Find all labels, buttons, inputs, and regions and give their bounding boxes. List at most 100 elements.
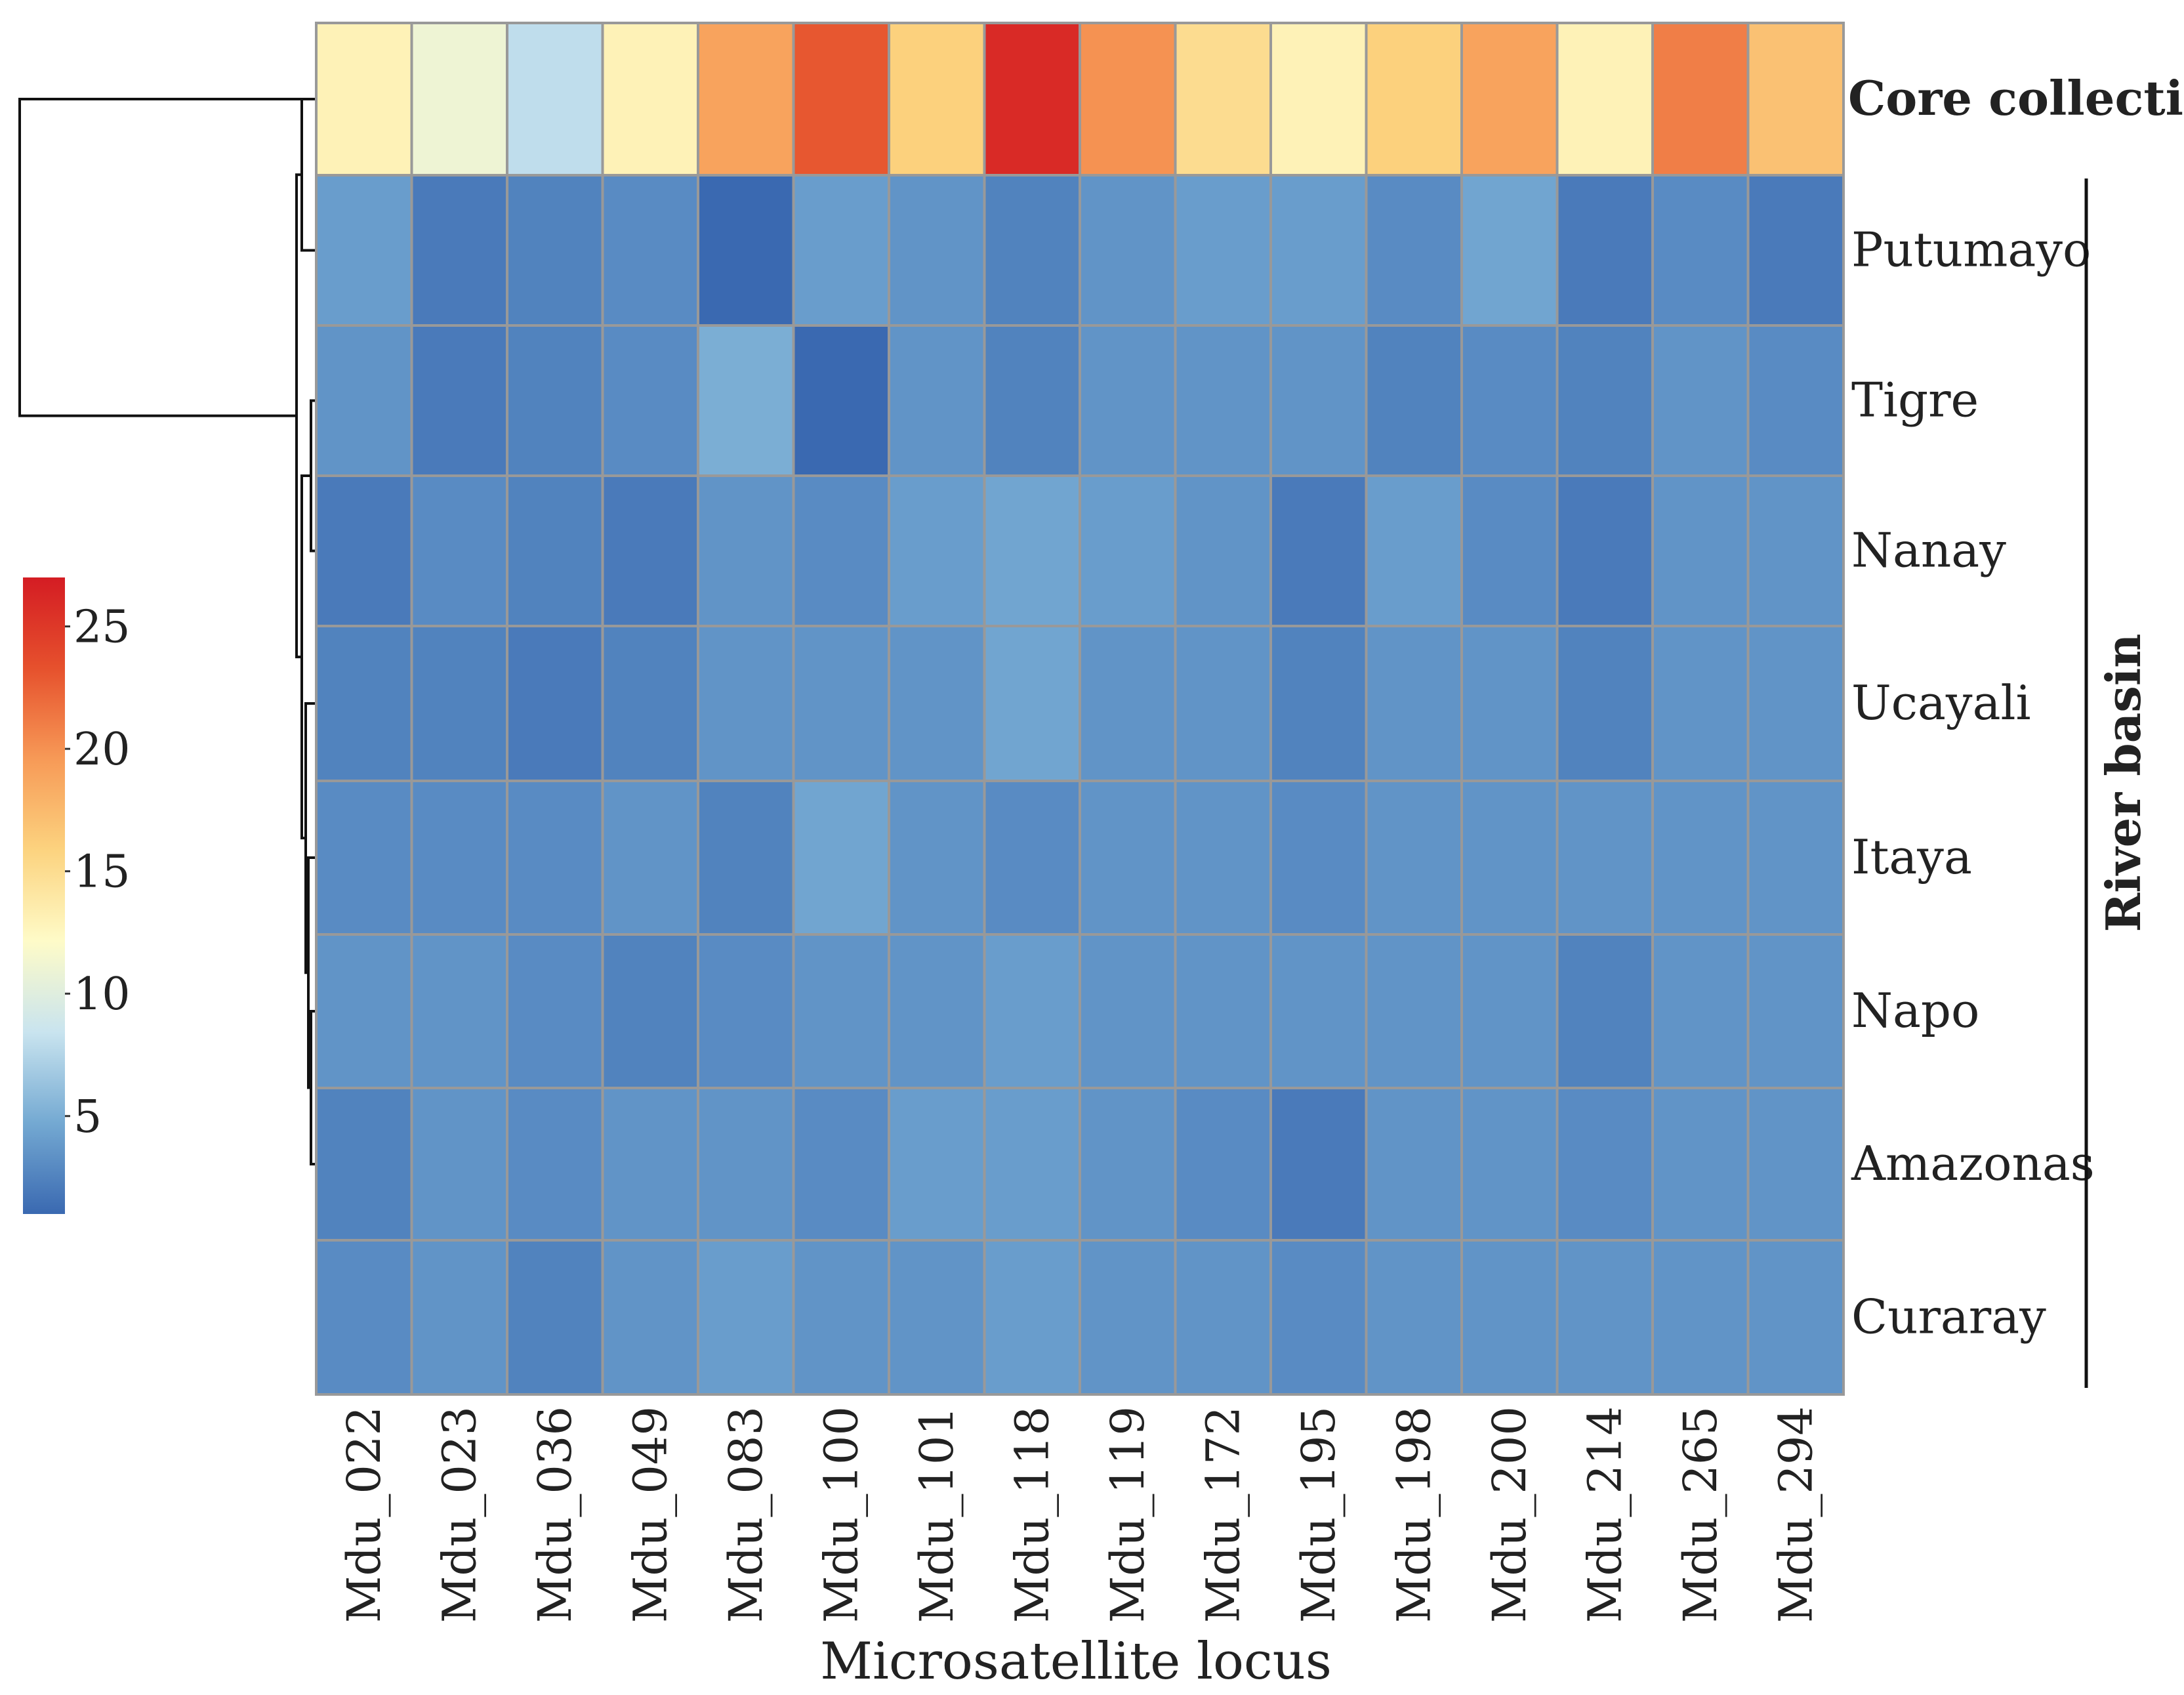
heatmap-cell (315, 1239, 413, 1396)
heatmap-cell (1079, 324, 1177, 477)
heatmap-cells (315, 22, 1845, 1396)
colorbar-tick-label: 15 (73, 847, 131, 898)
heatmap-cell (506, 22, 604, 177)
heatmap-cell (697, 324, 795, 477)
heatmap-cell (697, 933, 795, 1089)
heatmap-cell (1174, 474, 1272, 627)
heatmap-cell (1079, 1239, 1177, 1396)
heatmap-cell (697, 780, 795, 936)
heatmap-cell (410, 1087, 508, 1242)
row-label: Core collection (1848, 70, 2184, 126)
heatmap-cell (697, 174, 795, 327)
heatmap-cell (601, 324, 699, 477)
heatmap-cell (792, 324, 890, 477)
heatmap-cell (1556, 625, 1654, 782)
heatmap-cell (410, 324, 508, 477)
heatmap-cell (1746, 1087, 1845, 1242)
heatmap-cell (506, 324, 604, 477)
colorbar-tick-label: 25 (73, 602, 131, 654)
heatmap-cell (1174, 22, 1272, 177)
heatmap-cell (1269, 174, 1368, 327)
heatmap-cell (697, 625, 795, 782)
heatmap-cell (792, 1087, 890, 1242)
heatmap-cell (410, 174, 508, 327)
heatmap-cell (506, 1239, 604, 1396)
heatmap-cell (1556, 780, 1654, 936)
heatmap-cell (1746, 625, 1845, 782)
heatmap-cell (1556, 22, 1654, 177)
heatmap-cell (1269, 324, 1368, 477)
heatmap-cell (1556, 933, 1654, 1089)
row-label: Amazonas (1851, 1136, 2095, 1191)
heatmap-cell (1651, 324, 1750, 477)
heatmap-cell (1651, 933, 1750, 1089)
heatmap-cell (1746, 474, 1845, 627)
column-label: Mdu_200 (1483, 1406, 1536, 1623)
heatmap-cell (888, 22, 986, 177)
heatmap-cell (1365, 474, 1463, 627)
column-label: Mdu_119 (1101, 1406, 1155, 1623)
heatmap-cell (888, 625, 986, 782)
row-label: Curaray (1851, 1289, 2046, 1345)
heatmap-cell (983, 1239, 1081, 1396)
heatmap-cell (1556, 174, 1654, 327)
column-label: Mdu_118 (1005, 1406, 1059, 1623)
column-label: Mdu_083 (719, 1406, 773, 1623)
heatmap-cell (983, 474, 1081, 627)
heatmap-cell (983, 780, 1081, 936)
heatmap-cell (1460, 474, 1559, 627)
heatmap-cell (983, 1087, 1081, 1242)
heatmap-cell (888, 474, 986, 627)
heatmap-cell (1460, 780, 1559, 936)
dendrogram-link (300, 98, 316, 252)
heatmap-cell (1365, 174, 1463, 327)
heatmap-cell (1460, 625, 1559, 782)
heatmap-cell (1365, 324, 1463, 477)
heatmap-cell (1556, 474, 1654, 627)
heatmap-cell (1556, 1239, 1654, 1396)
heatmap-cell (506, 174, 604, 327)
heatmap-cell (1079, 780, 1177, 936)
heatmap-cell (315, 474, 413, 627)
heatmap-cell (1269, 474, 1368, 627)
column-label: Mdu_022 (337, 1406, 391, 1623)
column-label: Mdu_172 (1196, 1406, 1250, 1623)
heatmap-cell (601, 780, 699, 936)
heatmap-cell (1651, 780, 1750, 936)
column-label: Mdu_265 (1674, 1406, 1727, 1623)
heatmap-cell (1556, 324, 1654, 477)
heatmap-cell (1365, 1087, 1463, 1242)
heatmap-cell (1174, 324, 1272, 477)
heatmap-cell (506, 625, 604, 782)
heatmap-cell (888, 324, 986, 477)
heatmap-cell (1174, 1087, 1272, 1242)
heatmap-cell (315, 1087, 413, 1242)
heatmap-cell (601, 22, 699, 177)
row-label: Ucayali (1851, 675, 2031, 730)
heatmap-cell (888, 1239, 986, 1396)
row-dendrogram (18, 98, 316, 1165)
heatmap-cell (410, 933, 508, 1089)
heatmap-cell (315, 625, 413, 782)
heatmap-cell (1174, 625, 1272, 782)
heatmap-cell (601, 933, 699, 1089)
heatmap-cell (1460, 324, 1559, 477)
dendrogram-link (18, 98, 316, 417)
heatmap-cell (1651, 174, 1750, 327)
heatmap-cell (410, 22, 508, 177)
row-label: Nanay (1851, 523, 2006, 578)
heatmap-cell (601, 1087, 699, 1242)
heatmap-cell (1746, 22, 1845, 177)
heatmap-cell (1651, 474, 1750, 627)
heatmap-cell (1746, 933, 1845, 1089)
heatmap-cell (888, 780, 986, 936)
heatmap-cell (1174, 780, 1272, 936)
row-label: Putumayo (1851, 222, 2091, 278)
heatmap-cell (792, 933, 890, 1089)
heatmap-cell (983, 324, 1081, 477)
column-label: Mdu_049 (623, 1406, 677, 1623)
heatmap-cell (1746, 1239, 1845, 1396)
heatmap-cell (601, 1239, 699, 1396)
heatmap-cell (1651, 1087, 1750, 1242)
